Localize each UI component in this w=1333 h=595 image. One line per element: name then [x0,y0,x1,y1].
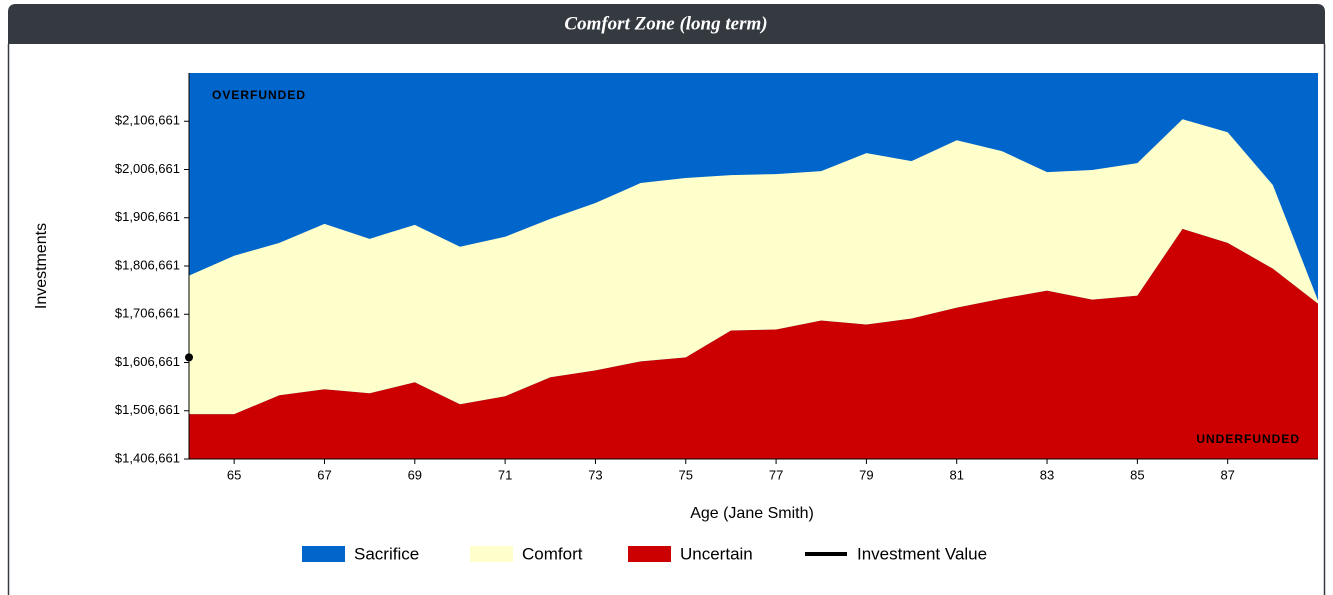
y-axis-label: Investments [33,223,50,309]
x-tick-label: 71 [498,467,512,482]
uncertain-area [189,228,1318,459]
legend-label: Sacrifice [354,544,419,563]
x-tick-label: 75 [679,467,693,482]
x-tick-label: 81 [949,467,963,482]
x-tick-label: 69 [408,467,422,482]
y-tick-label: $1,706,661 [115,306,180,321]
y-tick-label: $1,606,661 [115,354,180,369]
x-tick-label: 83 [1040,467,1054,482]
annotation: UNDERFUNDED [1196,432,1300,446]
comfort-area [189,119,1318,415]
y-tick-label: $1,806,661 [115,257,180,272]
x-tick-label: 73 [588,467,602,482]
y-tick-label: $1,406,661 [115,450,180,465]
y-tick-label: $1,506,661 [115,402,180,417]
x-tick-label: 87 [1220,467,1234,482]
legend-swatch [805,552,847,556]
legend-swatch [470,546,513,562]
x-tick-label: 77 [769,467,783,482]
legend-swatch [302,546,345,562]
y-tick-label: $2,106,661 [115,113,180,128]
annotation: OVERFUNDED [212,88,306,102]
legend-swatch [628,546,671,562]
x-tick-label: 65 [227,467,241,482]
plot [184,73,1318,464]
y-tick-label: $2,006,661 [115,161,180,176]
x-tick-label: 85 [1130,467,1144,482]
investment-point [185,353,193,362]
legend-label: Investment Value [857,544,987,563]
legend-label: Uncertain [680,544,753,563]
chart-title: Comfort Zone (long term) [564,13,767,34]
x-tick-label: 79 [859,467,873,482]
x-axis-label: Age (Jane Smith) [690,505,814,522]
x-tick-label: 67 [317,467,331,482]
y-tick-label: $1,906,661 [115,209,180,224]
legend-label: Comfort [522,544,583,563]
